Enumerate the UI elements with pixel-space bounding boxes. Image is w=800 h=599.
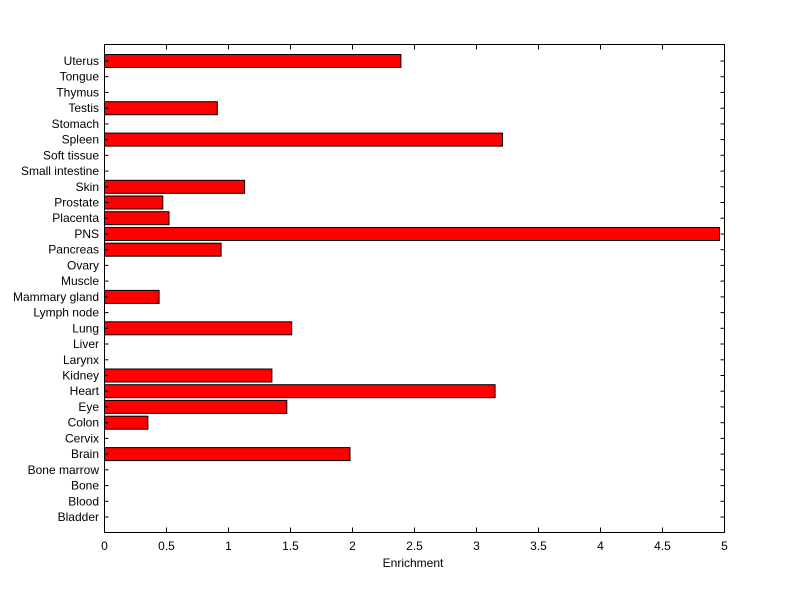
y-tick-label: Stomach [52,117,99,131]
x-tick-label: 3.5 [530,539,547,553]
y-tick-label: Prostate [54,196,99,210]
bar-heart [104,384,496,399]
bar-brain [104,447,351,462]
y-tick-label: Testis [68,101,99,115]
y-tick-label: Tongue [60,70,100,84]
y-tick-label: Blood [68,494,99,508]
bar-colon [104,415,149,430]
x-axis-label: Enrichment [383,556,444,570]
bar-placenta [104,211,170,226]
y-tick-label: Colon [68,416,99,430]
y-tick-label: Uterus [64,54,99,68]
x-tick-label: 5 [721,539,728,553]
y-tick-label: Bone [71,479,99,493]
bar-skin [104,179,246,194]
y-tick-label: Bone marrow [28,463,100,477]
plot-frame [104,44,725,533]
y-tick-label: Liver [73,337,99,351]
x-tick-label: 4.5 [654,539,671,553]
bar-pns [104,227,720,241]
bar-uterus [104,54,402,68]
y-tick-label: Thymus [56,85,99,99]
bar-lung [104,321,293,336]
y-tick-label: Eye [78,400,99,414]
x-tick-label: 1.5 [282,539,299,553]
y-tick-label: Heart [70,384,100,398]
bar-eye [104,399,288,414]
bar-spleen [104,132,503,147]
x-tick-label: 0 [101,539,108,553]
y-tick-label: Bladder [58,510,99,524]
x-tick-label: 1 [225,539,232,553]
y-tick-label: Brain [71,447,99,461]
y-tick-label: Small intestine [21,164,99,178]
y-tick-label: Placenta [52,211,99,225]
y-tick-label: Soft tissue [43,148,99,162]
y-tick-label: Ovary [67,258,99,272]
x-tick-label: 4 [597,539,604,553]
bar-kidney [104,368,273,383]
bars-group [104,54,720,462]
x-tick-label: 3 [473,539,480,553]
y-tick-label: PNS [74,227,99,241]
bar-testis [104,101,218,116]
y-tick-label: Larynx [63,353,99,367]
bar-prostate [104,195,164,210]
x-tick-label: 0.5 [158,539,175,553]
y-tick-label: Mammary gland [13,290,99,304]
bar-mammary-gland [104,289,160,304]
x-tick-label: 2.5 [406,539,423,553]
y-tick-label: Spleen [62,133,99,147]
y-tick-label: Pancreas [48,243,99,257]
y-tick-label: Kidney [62,369,99,383]
x-tick-label: 2 [349,539,356,553]
y-tick-label: Cervix [65,431,99,445]
bar-pancreas [104,242,222,257]
y-tick-label: Lymph node [33,306,99,320]
y-tick-label: Lung [72,321,99,335]
y-tick-label: Skin [76,180,99,194]
y-tick-label: Muscle [61,274,99,288]
